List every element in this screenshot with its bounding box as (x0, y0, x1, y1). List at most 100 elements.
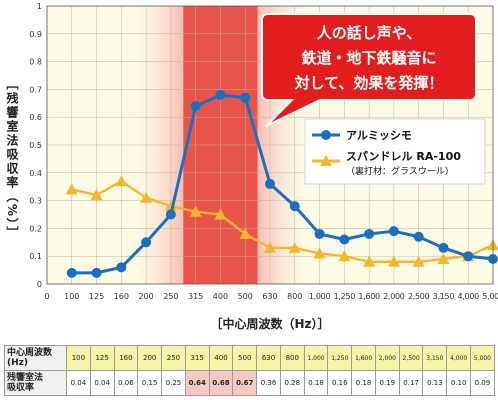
table-cell-frequency: 160 (113, 345, 139, 371)
table-cell-absorption: 0.19 (374, 370, 400, 396)
data-point (388, 226, 399, 237)
data-point (463, 251, 474, 262)
table-cell-absorption: 0.28 (279, 370, 305, 396)
callout-line-3: 対して、効果を発揮！ (294, 74, 444, 92)
data-point (91, 267, 102, 278)
table-row-absorption: 残響室法 吸収率 0.04 0.04 0.06 0.15 0.25 0.64 0.68 0.6… (4, 370, 495, 396)
legend-label-spandrel-sub: （裏打材：グラスウール） (346, 165, 454, 177)
data-point (265, 178, 275, 189)
data-point (338, 250, 351, 262)
data-point (438, 242, 449, 253)
data-point (363, 255, 376, 267)
legend-label-almissimo: アルミッシモ (346, 129, 412, 142)
data-point (339, 234, 350, 245)
absorption-chart: 0 0.1 0.2 0.3 0.4 0.5 0.6 0.7 0.8 0.9 1 0 100 125 160… (5, 2, 498, 331)
table-cell-absorption: 0.09 (470, 370, 495, 396)
x-tick-label: 630 (262, 292, 277, 301)
data-point (165, 209, 176, 220)
data-point (65, 183, 78, 195)
x-tick-label: 400 (213, 292, 228, 301)
callout-line-1: 人の話し声や、 (317, 24, 422, 42)
table-header-absorption: 残響室法 吸収率 (4, 370, 67, 396)
table-cell-absorption: 0.17 (398, 370, 424, 396)
y-tick-label: 0 (37, 280, 42, 289)
x-tick-label: 100 (64, 292, 79, 301)
data-point (189, 205, 202, 217)
series-spandrel (65, 175, 498, 267)
y-tick-label: 0.2 (29, 224, 42, 233)
y-tick-label: 0.3 (29, 197, 42, 206)
legend-label-spandrel: スパンドレル RA-100 (346, 150, 461, 163)
y-tick-label: 1 (37, 2, 42, 11)
table-cell-frequency: 3,150 (422, 345, 448, 371)
data-point (215, 89, 226, 100)
x-tick-label: 2,500 (408, 292, 430, 301)
table-row-frequency: 中心周波数 (Hz) 100 125 160 200 250 315 400 500 630 80… (4, 345, 495, 371)
callout-line-2: 鉄道・地下鉄騒音に (301, 49, 436, 67)
data-point (66, 267, 77, 278)
table-cell-frequency: 400 (208, 345, 234, 371)
y-tick-label: 0.8 (29, 58, 42, 67)
data-point (387, 255, 400, 267)
table-cell-frequency: 800 (279, 345, 305, 371)
data-point (437, 252, 450, 264)
table-cell-frequency: 630 (256, 345, 281, 371)
table-cell-absorption: 0.18 (351, 370, 376, 396)
callout-bubble: 人の話し声や、 鉄道・地下鉄騒音に 対して、効果を発揮！ (261, 13, 477, 127)
data-point (288, 241, 301, 253)
table-header-frequency: 中心周波数 (Hz) (4, 345, 67, 371)
x-axis-ticks: 0 100 125 160 200 250 315 400 500 630 800 1,000 1,25… (44, 292, 498, 301)
table-cell-frequency: 5,000 (470, 345, 495, 371)
series-almissimo (66, 89, 498, 278)
x-tick-label: 800 (287, 292, 302, 301)
series-line (71, 179, 494, 263)
data-point (487, 239, 498, 251)
x-axis-label: ［中心周波数（Hz）］ (210, 316, 329, 331)
table-cell-absorption: 0.04 (89, 370, 115, 396)
data-point (314, 228, 325, 239)
x-tick-label: 5,000 (482, 292, 498, 301)
y-tick-label: 0.7 (29, 85, 42, 94)
x-tick-label: 1,250 (334, 292, 356, 301)
table-cell-frequency: 500 (232, 345, 258, 371)
table-cell-absorption: 0.68 (208, 370, 234, 396)
table-cell-absorption: 0.64 (184, 370, 210, 396)
data-point (289, 201, 300, 212)
y-tick-label: 0.4 (29, 169, 42, 178)
x-tick-label: 3,150 (433, 292, 455, 301)
table-cell-absorption: 0.36 (256, 370, 281, 396)
x-tick-label: 250 (163, 292, 178, 301)
y-axis-ticks: 0 0.1 0.2 0.3 0.4 0.5 0.6 0.7 0.8 0.9 1 (29, 2, 42, 289)
table-cell-frequency: 125 (89, 345, 115, 371)
data-point (164, 200, 177, 212)
data-point (240, 92, 251, 103)
table-cell-frequency: 1,000 (303, 345, 329, 371)
table-cell-frequency: 2,000 (374, 345, 400, 371)
data-point (214, 208, 227, 220)
data-point (115, 175, 128, 187)
data-point (413, 231, 424, 242)
data-point (412, 255, 425, 267)
table-cell-absorption: 0.16 (327, 370, 353, 396)
legend-marker-almissimo (321, 130, 331, 140)
x-tick-label: 0 (44, 292, 49, 301)
table-cell-absorption: 0.67 (232, 370, 258, 396)
x-tick-label: 4,000 (458, 292, 480, 301)
data-point (141, 237, 152, 248)
table-cell-absorption: 0.06 (113, 370, 139, 396)
data-point (90, 189, 103, 201)
table-header-frequency-line2: (Hz) (7, 358, 28, 368)
x-tick-label: 200 (138, 292, 153, 301)
table-cell-absorption: 0.18 (303, 370, 329, 396)
table-cell-absorption: 0.13 (422, 370, 448, 396)
legend: アルミッシモ スパンドレル RA-100 （裏打材：グラスウール） (304, 118, 486, 185)
table-cell-frequency: 2,500 (398, 345, 424, 371)
table-cell-frequency: 250 (161, 345, 186, 371)
data-point (313, 247, 326, 259)
table-cell-absorption: 0.10 (446, 370, 472, 396)
table-cell-absorption: 0.25 (161, 370, 186, 396)
table-header-absorption-line2: 吸収率 (7, 383, 35, 393)
table-cell-frequency: 4,000 (446, 345, 472, 371)
table-header-absorption-line1: 残響室法 (7, 373, 44, 383)
y-axis-label: ［残響室法吸収率（%）］ (5, 78, 19, 240)
